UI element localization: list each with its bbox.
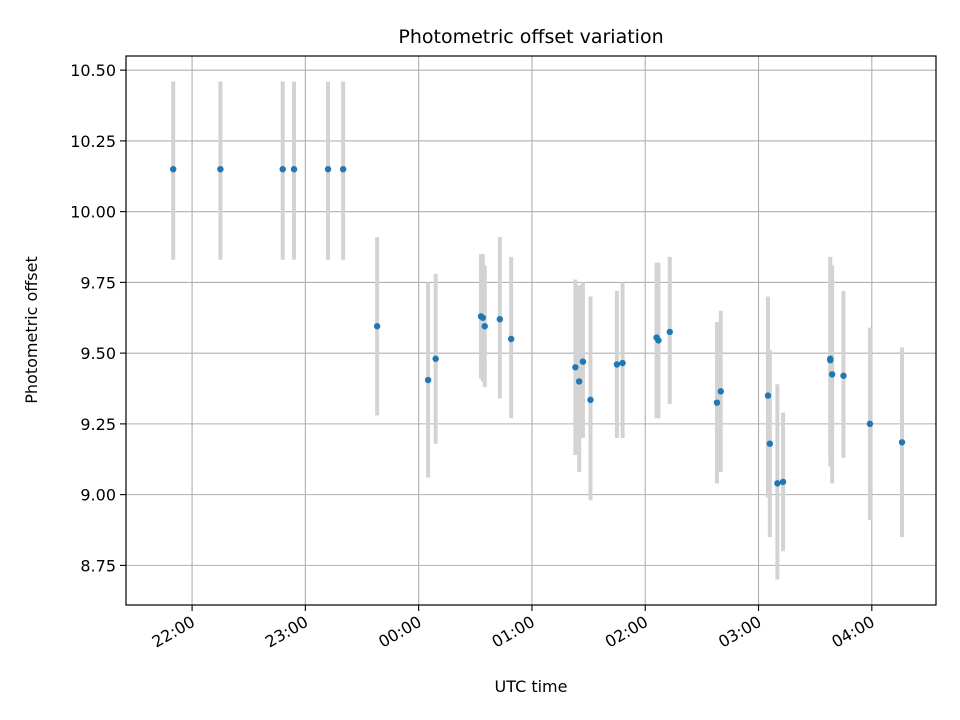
chart-title: Photometric offset variation — [398, 26, 663, 48]
y-axis: 8.75 9.00 9.25 9.50 9.75 10.00 10.25 10.50 — [70, 61, 126, 575]
y-axis-label: Photometric offset — [22, 256, 41, 404]
data-points — [170, 165, 906, 487]
data-point — [579, 358, 587, 365]
y-tick-label: 9.50 — [80, 344, 116, 363]
data-point — [827, 355, 834, 362]
data-point — [481, 323, 488, 330]
data-point — [432, 355, 439, 362]
data-point — [496, 315, 504, 323]
data-point — [479, 314, 487, 321]
data-point — [840, 372, 847, 379]
data-point — [339, 165, 347, 173]
data-point — [587, 396, 594, 404]
data-point — [866, 420, 874, 428]
data-point — [774, 480, 781, 487]
plot-frame — [125, 55, 937, 606]
gridlines — [126, 56, 936, 605]
y-tick-label: 9.25 — [80, 415, 116, 434]
data-point — [324, 165, 332, 173]
data-point — [717, 388, 724, 395]
data-point — [290, 165, 298, 173]
data-point — [572, 364, 579, 371]
y-tick-label: 10.25 — [70, 132, 116, 151]
data-point — [613, 361, 621, 368]
y-tick-label: 10.00 — [70, 203, 116, 222]
y-tick-label: 9.75 — [80, 273, 116, 292]
y-tick-label: 10.50 — [70, 61, 116, 80]
x-axis-label: UTC time — [495, 677, 568, 696]
data-point — [713, 399, 721, 406]
data-point — [279, 165, 286, 173]
y-tick-label: 8.75 — [80, 556, 116, 575]
data-point — [655, 337, 662, 344]
data-point — [764, 392, 772, 399]
data-point — [575, 378, 583, 385]
data-point — [424, 376, 432, 384]
data-point — [373, 323, 381, 330]
data-point — [170, 165, 177, 173]
y-tick-label: 9.00 — [80, 486, 116, 505]
data-point — [779, 478, 787, 486]
data-point — [666, 328, 673, 336]
data-point — [766, 440, 774, 447]
data-point — [898, 439, 906, 446]
data-point — [619, 359, 626, 367]
data-point — [217, 165, 224, 173]
data-point — [507, 335, 515, 343]
data-point — [828, 371, 836, 378]
